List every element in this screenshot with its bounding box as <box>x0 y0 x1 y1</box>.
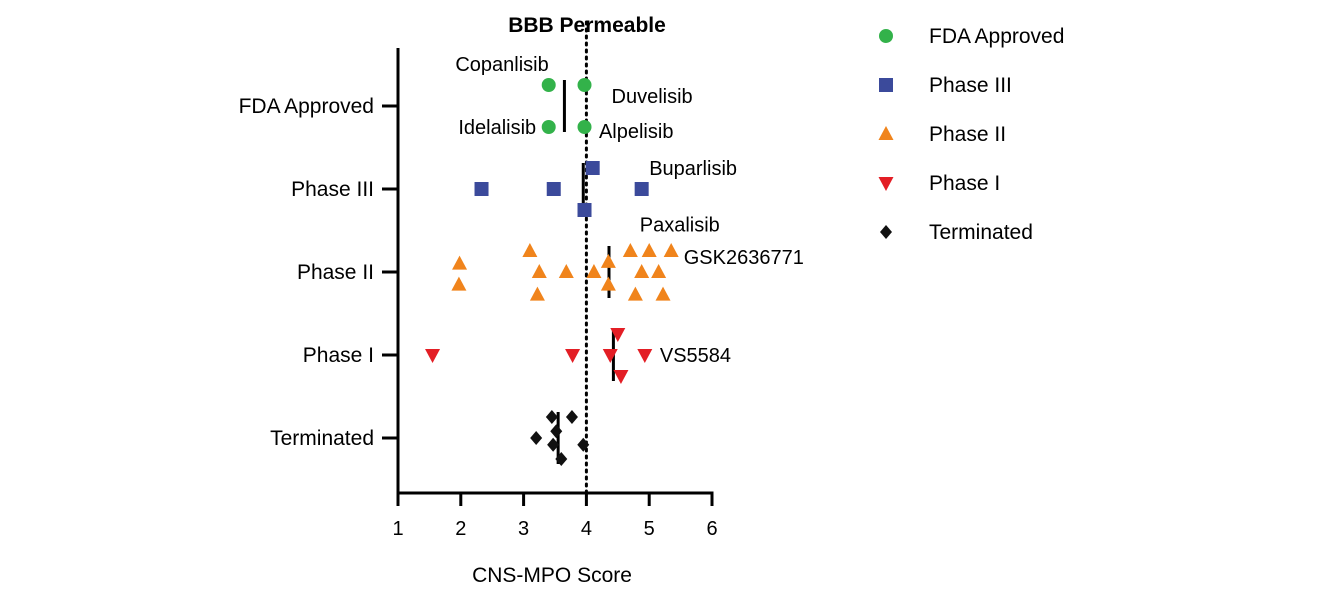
data-point-terminated <box>545 410 558 424</box>
legend-item-phase-ii: Phase II <box>878 123 1006 146</box>
data-point-terminated <box>530 431 543 445</box>
data-point-phase-i <box>610 328 626 342</box>
data-point-phase-ii <box>651 264 667 278</box>
legend-item-phase-i: Phase I <box>878 172 1000 195</box>
x-axis-label: CNS-MPO Score <box>472 564 632 587</box>
legend-label: Terminated <box>929 221 1033 244</box>
data-point-phase-ii <box>641 243 657 257</box>
data-point-phase-i <box>637 349 653 363</box>
data-point-phase-ii <box>522 243 538 257</box>
data-point-phase-i <box>425 349 441 363</box>
data-point-fda-approved <box>577 120 592 134</box>
data-point-phase-ii <box>627 286 643 301</box>
data-point-phase-ii <box>622 243 638 257</box>
data-point-phase-iii <box>546 182 561 196</box>
data-point-terminated <box>547 437 560 452</box>
legend-marker-phase-i <box>878 177 894 191</box>
annotation-alpelisib: Alpelisib <box>599 121 673 143</box>
chart-title: BBB Permeable <box>508 14 666 37</box>
x-tick-label: 3 <box>518 518 529 540</box>
y-category-label-phase-i: Phase I <box>303 344 374 367</box>
legend-marker-phase-iii <box>879 78 893 92</box>
data-point-terminated <box>577 437 590 452</box>
x-tick-label: 1 <box>392 518 403 540</box>
y-category-label-phase-iii: Phase III <box>291 178 374 201</box>
data-point-phase-i <box>565 349 581 363</box>
annotation-layer: Copanlisib Duvelisib Idelalisib Alpelisib Bu… <box>455 54 804 367</box>
data-point-phase-ii <box>558 264 574 278</box>
data-point-fda-approved <box>541 120 556 134</box>
legend-item-terminated: Terminated <box>880 221 1033 244</box>
x-tick-label: 4 <box>581 518 592 540</box>
data-point-phase-ii <box>531 264 547 278</box>
legend-label: Phase I <box>929 172 1000 195</box>
data-point-phase-ii <box>451 276 467 291</box>
data-point-terminated <box>550 424 563 439</box>
legend-item-fda-approved: FDA Approved <box>879 25 1064 48</box>
data-point-phase-i <box>602 349 618 363</box>
legend: FDA Approved Phase III Phase II Phase I Term… <box>878 25 1064 244</box>
data-point-phase-iii <box>474 182 489 196</box>
annotation-gsk2636771: GSK2636771 <box>684 247 804 269</box>
point-layer <box>425 78 679 466</box>
annotation-copanlisib: Copanlisib <box>455 54 548 76</box>
data-point-phase-ii <box>600 253 616 268</box>
annotation-vs5584: VS5584 <box>660 345 731 367</box>
legend-label: FDA Approved <box>929 25 1064 48</box>
annotation-buparlisib: Buparlisib <box>649 158 737 180</box>
data-point-phase-ii <box>600 276 616 291</box>
data-point-fda-approved <box>577 78 592 92</box>
y-category-label-terminated: Terminated <box>270 427 374 450</box>
data-point-phase-ii <box>586 264 602 278</box>
legend-marker-fda-approved <box>879 29 893 43</box>
annotation-duvelisib: Duvelisib <box>612 86 693 108</box>
data-point-phase-iii <box>634 182 649 196</box>
data-point-fda-approved <box>541 78 556 92</box>
data-point-phase-ii <box>529 286 545 301</box>
x-tick-label: 6 <box>706 518 717 540</box>
data-point-phase-ii <box>452 255 468 270</box>
annotation-idelalisib: Idelalisib <box>458 117 536 139</box>
y-category-label-fda-approved: FDA Approved <box>239 95 374 118</box>
data-point-terminated <box>565 410 578 424</box>
data-point-phase-i <box>613 370 629 384</box>
legend-item-phase-iii: Phase III <box>879 74 1012 97</box>
data-point-terminated <box>555 452 568 466</box>
data-point-phase-ii <box>634 264 650 278</box>
x-tick-label: 5 <box>644 518 655 540</box>
axis-layer: 1 2 3 4 5 6 FDA Approved Phase III Phase II Phase… <box>239 48 718 540</box>
x-tick-label: 2 <box>455 518 466 540</box>
legend-marker-terminated <box>880 225 892 239</box>
legend-marker-phase-ii <box>878 126 894 140</box>
data-point-phase-ii <box>655 286 671 301</box>
y-category-label-phase-ii: Phase II <box>297 261 374 284</box>
data-point-phase-ii <box>663 243 679 257</box>
data-point-phase-iii <box>585 161 600 175</box>
annotation-paxalisib: Paxalisib <box>640 214 720 236</box>
legend-label: Phase II <box>929 123 1006 146</box>
legend-label: Phase III <box>929 74 1012 97</box>
data-point-phase-iii <box>577 203 592 217</box>
